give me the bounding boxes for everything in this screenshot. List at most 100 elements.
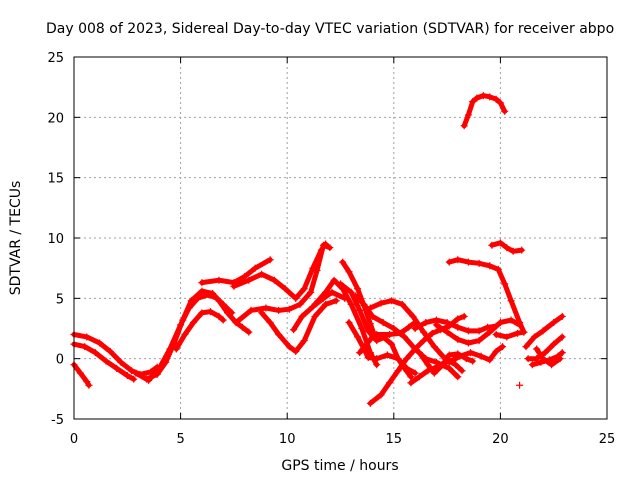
y-tick-label: 0 [56, 353, 64, 368]
data-point [420, 328, 428, 336]
data-point [388, 297, 396, 305]
y-tick-label: 20 [47, 111, 64, 126]
x-tick-label: 5 [176, 432, 184, 447]
data-point [322, 288, 330, 296]
series-track [340, 259, 378, 339]
data-point [123, 372, 131, 380]
data-point [516, 381, 524, 389]
data-point [113, 364, 121, 372]
data-point [492, 95, 500, 103]
data-point [166, 345, 174, 353]
y-tick-label: 25 [47, 51, 64, 66]
data-point [524, 355, 532, 363]
data-point [366, 399, 374, 407]
data-point [194, 294, 202, 302]
data-point [430, 343, 438, 351]
data-point [475, 259, 483, 267]
data-point [83, 333, 91, 341]
y-tick-label: -5 [51, 413, 64, 428]
x-tick-label: 20 [492, 432, 509, 447]
data-point [454, 335, 462, 343]
y-tick-label: 15 [47, 172, 64, 187]
data-point [405, 323, 413, 331]
data-point [533, 345, 541, 353]
data-point [219, 316, 227, 324]
data-point [407, 373, 415, 381]
data-point [83, 378, 91, 386]
data-point [496, 99, 504, 107]
data-point [300, 337, 308, 345]
data-point [550, 340, 558, 348]
data-point [270, 276, 278, 284]
x-tick-label: 15 [386, 432, 403, 447]
data-point [258, 270, 266, 278]
data-marks [70, 92, 566, 407]
data-point [539, 355, 547, 363]
data-point [409, 312, 417, 320]
data-point [198, 309, 206, 317]
data-point [467, 349, 475, 357]
data-point [432, 321, 440, 329]
data-point [464, 258, 472, 266]
data-point [366, 320, 374, 328]
data-point [516, 318, 524, 326]
data-point [486, 356, 494, 364]
data-point [313, 267, 321, 275]
data-point [469, 98, 477, 106]
data-point [81, 343, 89, 351]
data-point [541, 349, 549, 357]
data-point [539, 327, 547, 335]
series-track [534, 346, 563, 368]
chart-title: Day 008 of 2023, Sidereal Day-to-day VTE… [46, 21, 614, 37]
data-point [383, 351, 391, 359]
data-point [275, 306, 283, 314]
data-point [300, 285, 308, 293]
data-point [420, 337, 428, 345]
data-point [177, 321, 185, 329]
data-point [388, 340, 396, 348]
data-point [356, 306, 364, 314]
data-point [454, 323, 462, 331]
data-point [428, 329, 436, 337]
data-point [394, 355, 402, 363]
data-point [85, 381, 93, 389]
data-point [368, 312, 376, 320]
data-point [245, 276, 253, 284]
data-point [424, 361, 432, 369]
data-point [390, 325, 398, 332]
data-point [106, 347, 114, 355]
data-point [366, 304, 374, 312]
data-point [475, 337, 483, 345]
data-point [443, 318, 451, 326]
data-point [128, 367, 136, 375]
data-point [484, 323, 492, 331]
data-point [262, 304, 270, 312]
data-point [241, 273, 249, 281]
data-point [337, 280, 344, 288]
data-point [445, 358, 453, 366]
series-track [231, 241, 329, 301]
grid-lines [74, 57, 607, 419]
data-point [486, 328, 494, 336]
data-point [558, 312, 566, 320]
data-point [215, 312, 223, 320]
data-point [258, 309, 266, 317]
data-point [347, 288, 355, 296]
data-point [373, 355, 381, 363]
data-point [411, 325, 419, 332]
data-point [443, 328, 451, 336]
data-point [219, 300, 227, 308]
data-point [281, 285, 289, 293]
data-point [503, 333, 511, 341]
data-point [509, 247, 517, 255]
series-track [71, 362, 92, 388]
data-point [358, 325, 366, 332]
data-point [172, 345, 180, 353]
data-point [548, 361, 556, 369]
data-point [396, 329, 404, 337]
data-point [76, 369, 84, 377]
data-point [185, 304, 193, 312]
data-point [292, 347, 300, 355]
data-point [386, 331, 394, 339]
data-point [445, 258, 453, 266]
